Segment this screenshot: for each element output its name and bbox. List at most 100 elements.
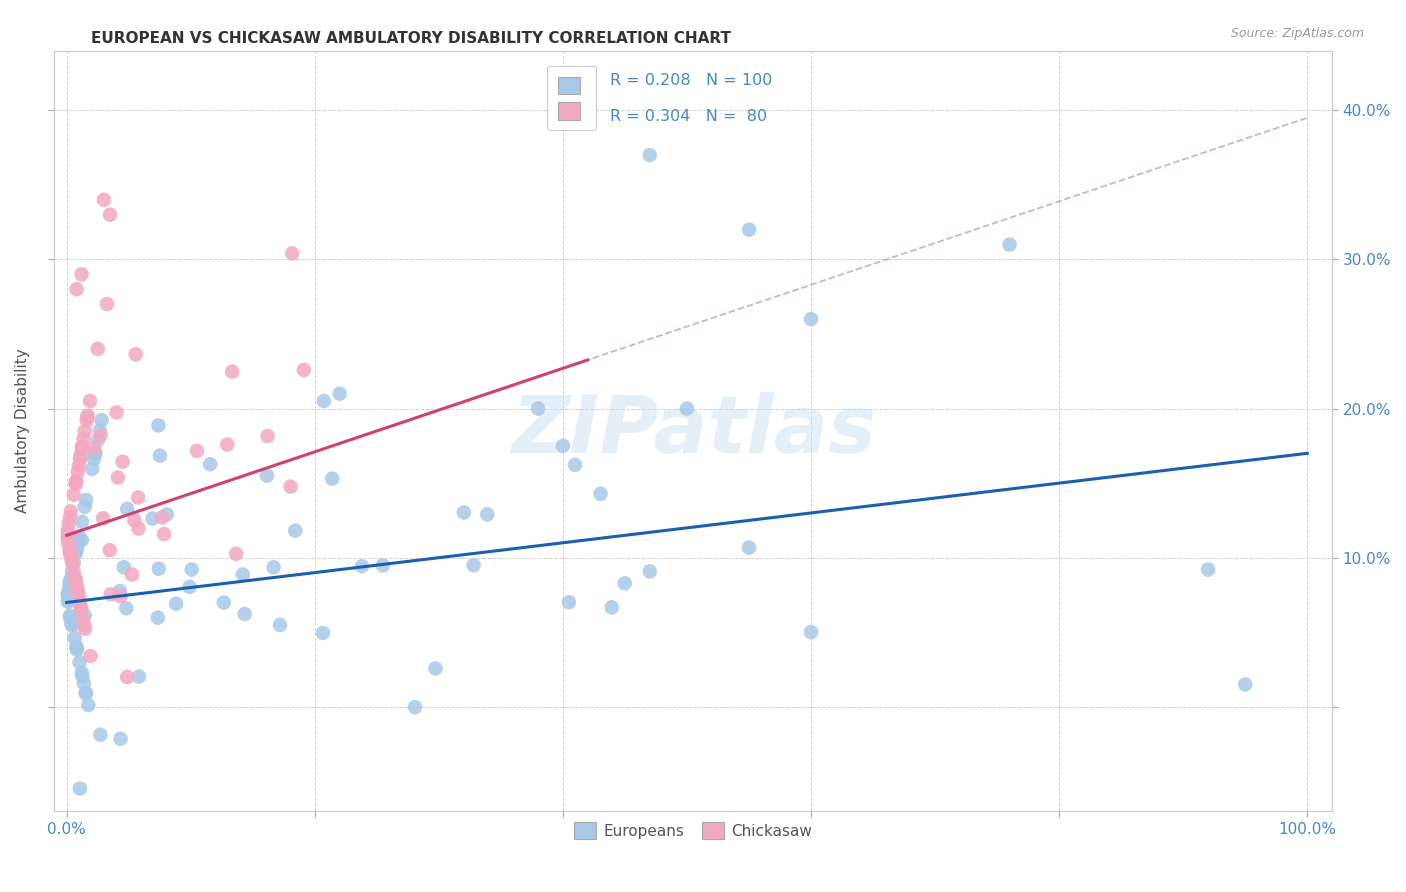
Point xyxy=(62,558,84,572)
Point xyxy=(69,451,91,466)
Point xyxy=(75,622,97,636)
Point xyxy=(59,543,82,558)
Point xyxy=(89,728,111,742)
Point xyxy=(232,567,254,582)
Point xyxy=(59,610,82,624)
Point xyxy=(58,536,80,550)
Point xyxy=(67,458,90,473)
Point xyxy=(59,574,82,589)
Point xyxy=(110,589,132,603)
Point xyxy=(284,524,307,538)
Point xyxy=(87,434,110,448)
Point xyxy=(67,592,90,607)
Text: EUROPEAN VS CHICKASAW AMBULATORY DISABILITY CORRELATION CHART: EUROPEAN VS CHICKASAW AMBULATORY DISABIL… xyxy=(91,31,731,46)
Text: R = 0.208   N = 100: R = 0.208 N = 100 xyxy=(610,73,772,88)
Point xyxy=(60,618,83,632)
Point xyxy=(463,558,485,573)
Point xyxy=(800,312,823,326)
Point xyxy=(76,414,98,428)
Point xyxy=(67,530,90,544)
Point xyxy=(141,511,163,525)
Point xyxy=(66,582,89,597)
Point xyxy=(280,480,302,494)
Point xyxy=(65,573,87,587)
Point xyxy=(59,544,82,558)
Point xyxy=(329,386,352,401)
Point xyxy=(60,553,83,567)
Point xyxy=(149,449,172,463)
Point xyxy=(79,393,101,408)
Point xyxy=(165,597,187,611)
Point xyxy=(110,731,132,746)
Point xyxy=(350,559,373,574)
Point xyxy=(638,565,661,579)
Point xyxy=(70,441,93,455)
Point xyxy=(65,475,87,490)
Point xyxy=(150,510,173,524)
Text: R = 0.304   N =  80: R = 0.304 N = 80 xyxy=(610,109,768,124)
Point xyxy=(148,562,170,576)
Point xyxy=(69,599,91,614)
Point xyxy=(59,575,82,590)
Point xyxy=(256,429,278,443)
Point xyxy=(59,509,82,524)
Point xyxy=(70,268,93,282)
Point xyxy=(59,608,82,623)
Point xyxy=(112,560,135,574)
Point xyxy=(551,439,574,453)
Point xyxy=(65,576,87,591)
Point xyxy=(73,608,96,623)
Point xyxy=(59,547,82,561)
Point xyxy=(217,437,239,451)
Point xyxy=(66,581,89,595)
Point xyxy=(98,208,121,222)
Point xyxy=(111,455,134,469)
Point xyxy=(84,446,107,460)
Point xyxy=(998,237,1021,252)
Point xyxy=(69,596,91,610)
Point xyxy=(65,474,87,488)
Point xyxy=(84,446,107,460)
Point xyxy=(79,649,101,664)
Point xyxy=(83,451,105,466)
Point xyxy=(800,625,823,640)
Point xyxy=(63,631,86,645)
Point xyxy=(156,508,179,522)
Point xyxy=(62,488,84,502)
Point xyxy=(56,587,79,601)
Point xyxy=(66,465,89,479)
Point xyxy=(128,522,150,536)
Point xyxy=(69,447,91,461)
Point xyxy=(70,602,93,616)
Point xyxy=(82,462,104,476)
Point xyxy=(63,556,86,570)
Point xyxy=(70,440,93,454)
Point xyxy=(65,477,87,491)
Point xyxy=(73,618,96,632)
Point xyxy=(60,565,83,579)
Point xyxy=(146,610,169,624)
Point xyxy=(613,576,636,591)
Point xyxy=(269,618,291,632)
Point xyxy=(108,584,131,599)
Point xyxy=(67,586,90,600)
Point xyxy=(564,458,586,472)
Y-axis label: Ambulatory Disability: Ambulatory Disability xyxy=(15,349,30,513)
Point xyxy=(66,538,89,552)
Point xyxy=(93,193,115,207)
Point xyxy=(738,222,761,236)
Point xyxy=(225,547,247,561)
Point xyxy=(66,538,89,552)
Point xyxy=(69,450,91,465)
Point xyxy=(281,246,304,260)
Point xyxy=(75,687,97,701)
Point xyxy=(76,409,98,423)
Point xyxy=(107,470,129,484)
Point xyxy=(72,611,94,625)
Point xyxy=(186,443,208,458)
Point xyxy=(404,700,426,714)
Point xyxy=(179,580,201,594)
Point xyxy=(59,572,82,586)
Point xyxy=(75,492,97,507)
Point xyxy=(70,515,93,529)
